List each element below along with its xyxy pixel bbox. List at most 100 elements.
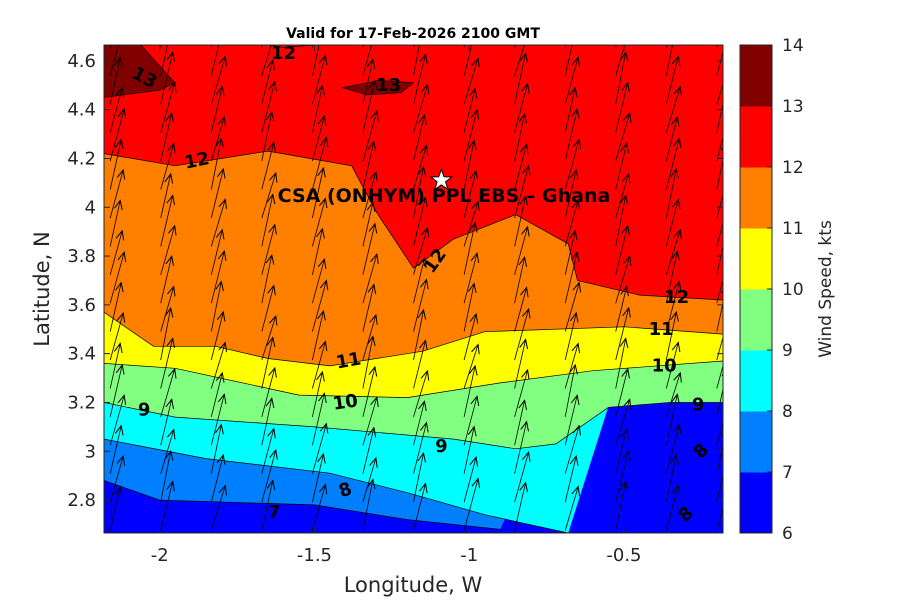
y-tick-label: 3.2	[67, 392, 96, 413]
wind-vector	[564, 231, 575, 275]
wind-vector	[160, 174, 171, 219]
wind-vector	[564, 57, 578, 105]
wind-vector	[615, 45, 617, 48]
wind-vector	[109, 140, 121, 190]
wind-vector	[210, 230, 222, 275]
wind-vector	[312, 198, 325, 247]
wind-vector	[261, 143, 274, 190]
colorbar-tick-label: 11	[782, 219, 804, 239]
wind-vector	[362, 172, 376, 219]
contour-label-7: 7	[268, 502, 281, 523]
wind-vector	[160, 430, 174, 474]
wind-vector	[312, 454, 323, 503]
wind-vector	[261, 112, 272, 162]
wind-vector	[514, 45, 525, 77]
wind-vector	[615, 113, 630, 162]
wind-vector	[615, 226, 628, 275]
wind-vector	[160, 399, 172, 446]
wind-vector	[362, 428, 374, 474]
wind-vector	[261, 60, 273, 105]
wind-vectors	[109, 45, 723, 531]
wind-vector	[413, 146, 427, 190]
wind-vector	[615, 482, 626, 531]
wind-vector	[210, 486, 225, 531]
wind-vector	[160, 287, 174, 332]
wind-vector	[615, 256, 630, 304]
wind-vector	[362, 254, 377, 304]
wind-vector	[615, 339, 626, 389]
colorbar-tick-label: 8	[782, 402, 793, 422]
wind-vector	[564, 45, 567, 48]
wind-vector	[362, 81, 375, 133]
wind-vector	[463, 427, 474, 474]
wind-vector	[210, 312, 223, 361]
wind-vector	[210, 373, 222, 417]
wind-vector	[564, 88, 575, 133]
contour-label-11: 11	[334, 348, 362, 373]
wind-vector	[413, 401, 425, 446]
wind-vector	[615, 144, 627, 190]
wind-vector	[514, 53, 526, 105]
wind-vector	[413, 371, 428, 418]
wind-vector	[514, 196, 526, 247]
wind-vector	[160, 52, 173, 105]
wind-vector	[514, 309, 529, 361]
wind-vector	[716, 364, 723, 389]
y-tick-label: 4	[85, 197, 96, 218]
wind-vector	[109, 57, 120, 105]
wind-vector	[362, 59, 373, 105]
wind-vector	[160, 113, 172, 162]
wind-vector	[665, 486, 678, 531]
wind-vector	[665, 373, 680, 418]
wind-vector	[312, 485, 325, 531]
y-tick-label: 3.4	[67, 344, 96, 365]
wind-vector	[261, 316, 276, 361]
wind-vector	[615, 83, 628, 133]
wind-vector	[312, 342, 325, 389]
wind-vector	[716, 45, 718, 48]
wind-vector	[564, 283, 579, 332]
wind-vector	[716, 506, 723, 531]
wind-vector	[463, 58, 478, 105]
chart-title: Valid for 17-Feb-2026 2100 GMT	[286, 26, 540, 42]
wind-vector	[463, 345, 478, 389]
y-axis-label: Latitude, N	[30, 231, 54, 347]
wind-vector	[665, 87, 680, 133]
wind-vector	[564, 200, 578, 247]
wind-vector	[312, 311, 323, 361]
colorbar-label: Wind Speed, kts	[816, 220, 836, 358]
wind-vector	[160, 369, 175, 418]
wind-vector	[261, 481, 273, 531]
wind-vector	[362, 315, 376, 361]
wind-vector	[463, 253, 477, 304]
y-tick-label: 3	[85, 441, 96, 462]
wind-vector	[716, 368, 723, 417]
colorbar-tick-label: 14	[782, 36, 804, 56]
wind-vector	[716, 278, 723, 304]
wind-vector	[564, 365, 575, 417]
wind-vector	[413, 45, 420, 76]
wind-vector	[312, 424, 326, 474]
wind-vector	[463, 396, 477, 446]
wind-vector	[109, 365, 122, 417]
wind-vector	[210, 199, 225, 247]
wind-vector	[564, 140, 579, 190]
wind-vector	[362, 142, 374, 190]
wind-vector	[514, 227, 528, 275]
y-tick-label: 4.6	[67, 51, 96, 72]
wind-vector	[665, 45, 673, 76]
x-tick-label: -1	[460, 545, 478, 566]
wind-vector	[210, 394, 224, 446]
wind-vector	[665, 45, 668, 48]
wind-vector	[716, 221, 723, 247]
wind-vector	[413, 228, 428, 275]
wind-vector	[615, 45, 626, 77]
wind-vector	[261, 286, 274, 332]
wind-vector	[514, 370, 528, 418]
filled-contour-bands	[104, 45, 723, 533]
colorbar-segment-13	[740, 45, 772, 107]
wind-vector	[160, 45, 168, 76]
contour-line-12	[104, 150, 723, 301]
